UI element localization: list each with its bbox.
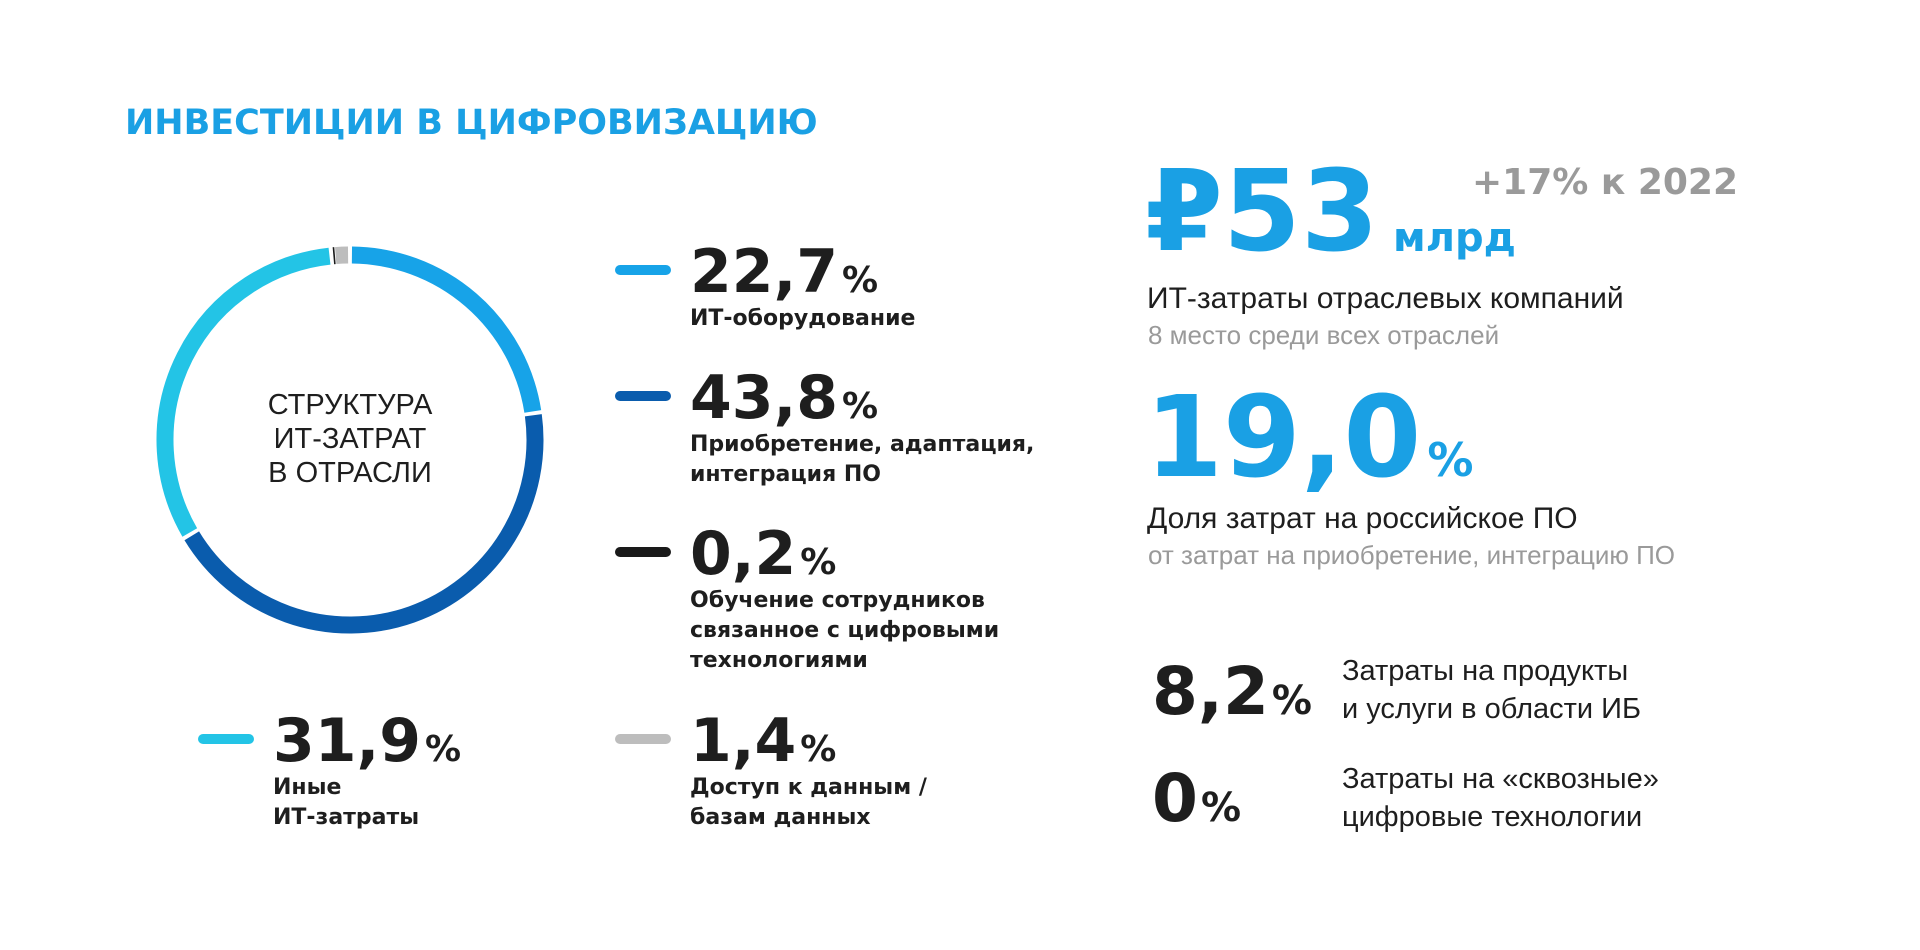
ru-software-share-subtitle: от затрат на приобретение, интеграцию ПО — [1148, 540, 1676, 570]
ru-software-share-unit: % — [1427, 433, 1474, 487]
infosec-desc-line: Затраты на продукты — [1342, 655, 1629, 687]
total-spend-unit: млрд — [1393, 215, 1516, 261]
ru-software-share-number: 19,0 — [1145, 373, 1422, 503]
legend-label-line: ИТ-затраты — [273, 805, 420, 830]
center-label-line-2: ИТ-ЗАТРАТ — [273, 423, 427, 455]
legend-value-unit: % — [800, 542, 837, 583]
end-to-end-desc-line: Затраты на «сквозные» — [1342, 763, 1659, 795]
legend-value-number: 43,8 — [690, 363, 839, 433]
legend-value: 0,2% — [690, 518, 836, 599]
donut-slice-it-hardware — [351, 246, 542, 413]
it-spend-donut-chart — [156, 246, 544, 634]
legend-value-number: 22,7 — [690, 237, 839, 307]
legend-swatch — [615, 391, 671, 401]
legend-label-line: Приобретение, адаптация, — [690, 432, 1035, 457]
legend-value-unit: % — [842, 260, 879, 301]
legend-value: 22,7% — [690, 236, 878, 317]
legend-value-number: 0,2 — [690, 519, 797, 589]
legend-value-number: 31,9 — [273, 706, 422, 776]
end-to-end-tech-value: 0% — [1152, 763, 1241, 844]
legend-value: 43,8% — [690, 362, 878, 443]
legend-value-unit: % — [842, 386, 879, 427]
total-spend-value: ₽53 — [1145, 147, 1379, 277]
legend-label-line: связанное с цифровыми — [690, 618, 1000, 643]
infosec-share-value: 8,2% — [1152, 656, 1312, 737]
legend-label-line: базам данных — [690, 805, 871, 830]
legend-label-line: ИТ-оборудование — [690, 306, 916, 331]
end-to-end-tech-description: Затраты на «сквозные» цифровые технологи… — [1342, 760, 1659, 836]
ru-software-share-value: 19,0% — [1145, 378, 1473, 520]
donut-slice-data-access — [335, 246, 349, 265]
total-spend-subtitle: 8 место среди всех отраслей — [1148, 320, 1500, 350]
infosec-share-description: Затраты на продукты и услуги в области И… — [1342, 652, 1641, 728]
page-title: ИНВЕСТИЦИИ В ЦИФРОВИЗАЦИЮ — [125, 103, 818, 143]
ru-software-share-title: Доля затрат на российское ПО — [1147, 502, 1578, 535]
legend-label: ИТ-оборудование — [690, 304, 915, 334]
legend-label-line: технологиями — [690, 648, 868, 673]
end-to-end-desc-line: цифровые технологии — [1342, 801, 1643, 833]
legend-value-unit: % — [800, 729, 837, 770]
legend-value-number: 1,4 — [690, 706, 797, 776]
legend-label: Иные ИТ-затраты — [273, 773, 419, 833]
legend-label-line: Обучение сотрудников — [690, 588, 985, 613]
end-to-end-tech-number: 0 — [1152, 760, 1198, 837]
infosec-share-unit: % — [1271, 678, 1312, 724]
legend-swatch — [198, 734, 254, 744]
total-spend-title: ИТ-затраты отраслевых компаний — [1147, 282, 1624, 315]
legend-label: Приобретение, адаптация, интеграция ПО — [690, 430, 1034, 490]
legend-label-line: Иные — [273, 775, 342, 800]
legend-swatch — [615, 265, 671, 275]
legend-value: 1,4% — [690, 705, 836, 786]
legend-swatch — [615, 547, 671, 557]
donut-slice-other-it — [156, 247, 331, 537]
legend-value-unit: % — [425, 729, 462, 770]
legend-label: Доступ к данным / базам данных — [690, 773, 927, 833]
center-label-line-1: СТРУКТУРА — [267, 389, 433, 421]
legend-label-line: Доступ к данным / — [690, 775, 927, 800]
legend-label: Обучение сотрудников связанное с цифровы… — [690, 586, 999, 676]
infosec-share-number: 8,2 — [1152, 653, 1269, 730]
center-label-line-3: В ОТРАСЛИ — [268, 457, 432, 489]
donut-slice-software — [184, 414, 544, 634]
legend-label-line: интеграция ПО — [690, 462, 881, 487]
spend-growth: +17% к 2022 — [1472, 162, 1739, 203]
end-to-end-tech-unit: % — [1200, 785, 1242, 831]
donut-center-label: СТРУКТУРА ИТ-ЗАТРАТ В ОТРАСЛИ — [200, 388, 500, 490]
legend-value: 31,9% — [273, 705, 461, 786]
legend-swatch — [615, 734, 671, 744]
infosec-desc-line: и услуги в области ИБ — [1342, 693, 1642, 725]
